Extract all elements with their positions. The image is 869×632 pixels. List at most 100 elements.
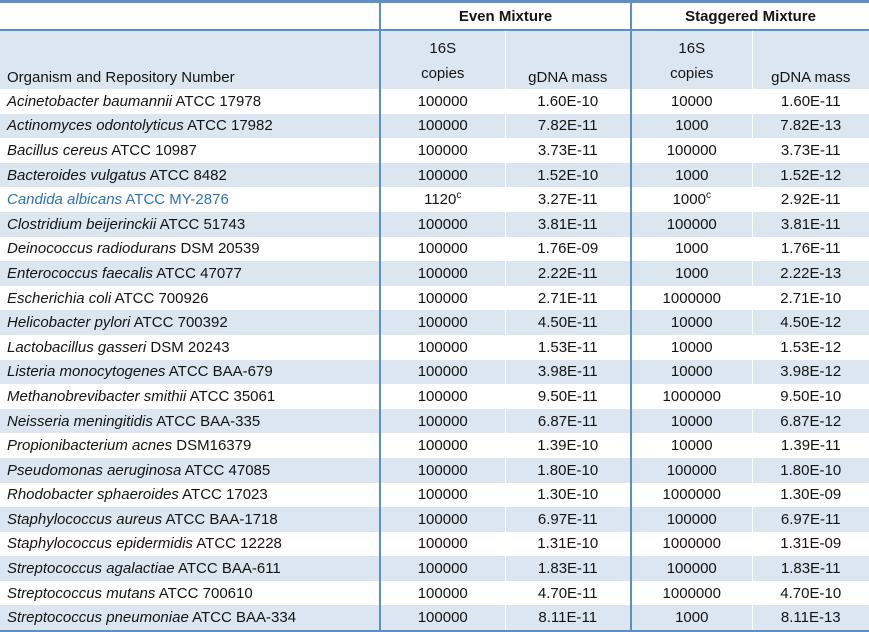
species-name: Staphylococcus epidermidis xyxy=(7,535,193,553)
cell-value: 8.11E-13 xyxy=(780,609,841,627)
staggered-gdna-mass-cell: 1.83E-11 xyxy=(751,556,869,581)
even-gdna-mass-cell: 1.52E-10 xyxy=(504,162,631,188)
strain-id: DSM16379 xyxy=(176,437,252,455)
cell-value: 100000 xyxy=(417,92,468,110)
organism-cell: Acinetobacter baumannii ATCC 17978 xyxy=(0,89,380,114)
cell-value: 100000 xyxy=(417,461,468,479)
even-16s-copies-cell: 100000 xyxy=(379,285,505,311)
cell-value: 100000 xyxy=(417,609,468,627)
species-name: Lactobacillus gasseri xyxy=(7,338,147,356)
even-gdna-mass-cell: 1.60E-10 xyxy=(504,89,631,114)
strain-id: ATCC BAA-679 xyxy=(168,363,273,381)
even-gdna-mass-cell: 1.83E-11 xyxy=(504,556,631,581)
species-name: Rhodobacter sphaeroides xyxy=(7,486,179,504)
even-16s-copies-cell: 100000 xyxy=(379,605,505,632)
even-16s-copies-cell: 100000 xyxy=(379,580,505,606)
cell-value: 1.31E-09 xyxy=(780,535,842,553)
staggered-16s-copies-cell: 1000000 xyxy=(630,580,752,606)
even-16s-copies-cell: 100000 xyxy=(379,310,505,335)
even-16s-copies-cell: 1120c xyxy=(379,187,505,212)
organism-cell: Propionibacterium acnes DSM16379 xyxy=(0,433,380,458)
cell-value: 4.70E-11 xyxy=(537,584,598,602)
organism-cell: Staphylococcus epidermidis ATCC 12228 xyxy=(0,531,380,557)
organism-cell: Deinococcus radiodurans DSM 20539 xyxy=(0,236,380,262)
cell-value: 100000 xyxy=(417,314,468,332)
staggered-16s-copies-cell: 10000 xyxy=(630,433,752,458)
even-16s-copies-cell: 100000 xyxy=(379,236,505,262)
species-name: Neisseria meningitidis xyxy=(7,412,153,430)
species-name: Actinomyces odontolyticus xyxy=(7,117,184,135)
staggered-gdna-mass-cell: 1.80E-10 xyxy=(751,457,869,483)
organism-cell: Neisseria meningitidis ATCC BAA-335 xyxy=(0,408,380,434)
even-gdna-mass-cell: 1.39E-10 xyxy=(504,433,631,458)
cell-value: 100000 xyxy=(417,387,468,405)
cell-value: 1.52E-10 xyxy=(537,166,599,184)
even-16s-copies-cell: 100000 xyxy=(379,359,505,385)
cell-value: 1.60E-11 xyxy=(780,92,841,110)
species-name: Deinococcus radiodurans xyxy=(7,240,177,258)
cell-value: 1000000 xyxy=(662,289,721,307)
cell-value: 1000000 xyxy=(662,486,721,504)
cell-value: 1000 xyxy=(675,609,709,627)
staggered-gdna-column-header: gDNA mass xyxy=(751,30,869,89)
staggered-16s-copies-cell: 10000 xyxy=(630,359,752,385)
staggered-16s-copies-cell: 100000 xyxy=(630,556,752,581)
cell-value: 2.22E-13 xyxy=(780,264,842,282)
cell-value: 100000 xyxy=(417,486,468,504)
even-16s-copies-cell: 100000 xyxy=(379,211,505,237)
staggered-16s-copies-cell: 10000 xyxy=(630,334,752,360)
even-gdna-mass-cell: 8.11E-11 xyxy=(504,605,631,632)
staggered-copies-column-header: 16S copies xyxy=(630,30,752,89)
even-gdna-column-header: gDNA mass xyxy=(504,30,631,89)
species-name: Acinetobacter baumannii xyxy=(7,92,173,110)
even-gdna-mass-cell: 3.81E-11 xyxy=(504,211,631,237)
cell-value: 1.60E-10 xyxy=(537,92,599,110)
cell-value: 10000 xyxy=(670,314,713,332)
copies-header-line2: copies xyxy=(421,65,465,82)
species-name: Staphylococcus aureus xyxy=(7,510,163,528)
staggered-gdna-mass-cell: 4.70E-10 xyxy=(751,580,869,606)
cell-value: 6.97E-11 xyxy=(537,510,598,528)
staggered-16s-copies-cell: 1000000 xyxy=(630,384,752,409)
even-copies-column-header: 16S copies xyxy=(379,30,505,89)
species-name: Bacteroides vulgatus xyxy=(7,166,147,184)
even-16s-copies-cell: 100000 xyxy=(379,531,505,557)
even-gdna-mass-cell: 3.98E-11 xyxy=(504,359,631,385)
staggered-gdna-mass-cell: 2.92E-11 xyxy=(751,187,869,212)
cell-value: 1.80E-10 xyxy=(780,461,842,479)
cell-value: 100000 xyxy=(417,363,468,381)
species-name: Methanobrevibacter smithii xyxy=(7,387,187,405)
cell-value: 2.71E-10 xyxy=(780,289,842,307)
cell-value: 1.53E-12 xyxy=(780,338,842,356)
organism-cell: Bacillus cereus ATCC 10987 xyxy=(0,138,380,163)
cell-value: 100000 xyxy=(666,461,717,479)
staggered-gdna-mass-cell: 1.52E-12 xyxy=(751,162,869,188)
cell-value: 8.11E-11 xyxy=(538,609,598,627)
organism-cell: Staphylococcus aureus ATCC BAA-1718 xyxy=(0,507,380,532)
table-row: Pseudomonas aeruginosa ATCC 47085 100000 1… xyxy=(0,457,869,483)
strain-id: ATCC 700926 xyxy=(114,289,209,307)
staggered-gdna-mass-cell: 4.50E-12 xyxy=(751,310,869,335)
table-row: Streptococcus agalactiae ATCC BAA-611 100… xyxy=(0,556,869,581)
species-name: Clostridium beijerinckii xyxy=(7,215,157,233)
group-header-spacer xyxy=(0,1,380,31)
cell-value: 1.76E-09 xyxy=(537,240,599,258)
even-gdna-mass-cell: 6.97E-11 xyxy=(504,507,631,532)
species-name: Candida albicans xyxy=(7,191,123,209)
table-row: Propionibacterium acnes DSM16379 100000 1.… xyxy=(0,433,869,458)
organism-cell: Streptococcus pneumoniae ATCC BAA-334 xyxy=(0,605,380,632)
staggered-16s-copies-cell: 10000 xyxy=(630,89,752,114)
table-row: Staphylococcus aureus ATCC BAA-1718 10000… xyxy=(0,507,869,532)
even-gdna-mass-cell: 1.80E-10 xyxy=(504,457,631,483)
cell-value: 100000 xyxy=(417,437,468,455)
staggered-gdna-mass-cell: 7.82E-13 xyxy=(751,113,869,139)
cell-value: 1.30E-10 xyxy=(537,486,599,504)
cell-value: 100000 xyxy=(417,338,468,356)
even-gdna-mass-cell: 3.27E-11 xyxy=(504,187,631,212)
staggered-mixture-group-header: Staggered Mixture xyxy=(630,1,869,31)
cell-value: 3.73E-11 xyxy=(780,141,841,159)
cell-value: 3.81E-11 xyxy=(537,215,598,233)
cell-value: 100000 xyxy=(666,215,717,233)
cell-value: 100000 xyxy=(417,412,468,430)
